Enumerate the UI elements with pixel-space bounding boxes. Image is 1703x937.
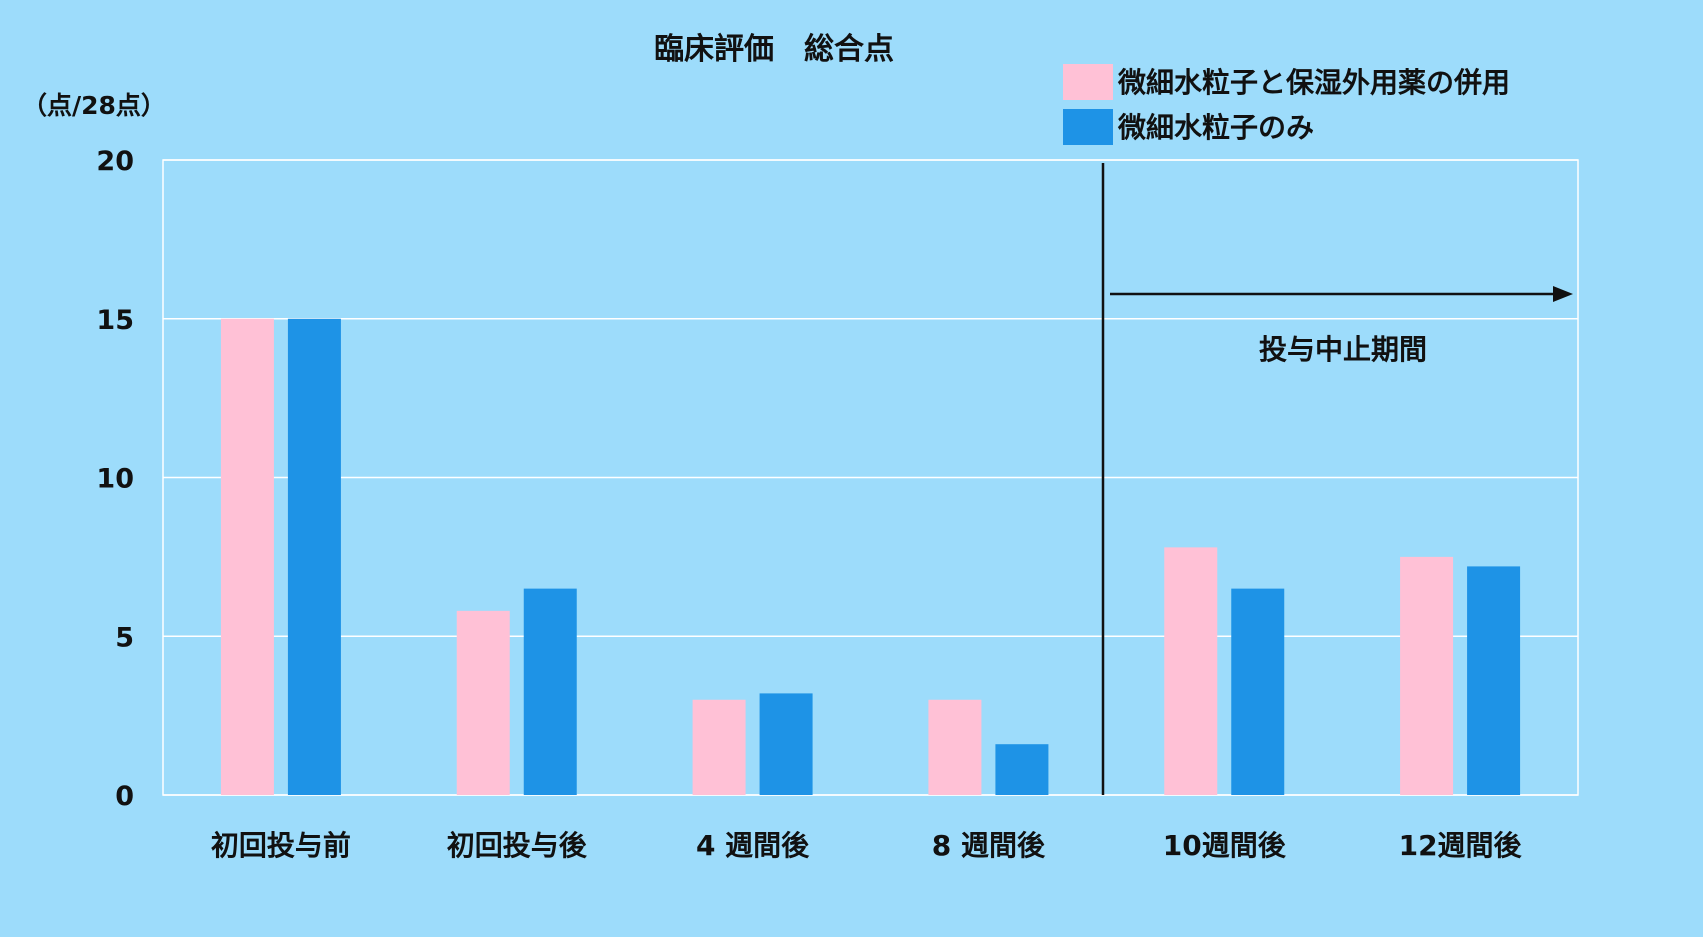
x-tick-labels: 初回投与前 初回投与後 4 週間後 8 週間後 10週間後 12週間後 [211,829,1523,862]
x-tick-label: 初回投与前 [211,829,351,862]
y-axis-label: （点/28点） [22,91,166,120]
bar-water-only-5 [1467,566,1521,795]
legend-label: 微細水粒子のみ [1117,111,1314,144]
bar-water-only-2 [759,693,813,795]
bar-combined-0 [220,318,274,795]
y-tick-label: 10 [96,464,134,495]
bar-water-only-3 [995,744,1049,795]
x-tick-label: 8 週間後 [932,829,1046,862]
x-tick-label: 10週間後 [1163,829,1287,862]
legend-swatch [1063,64,1113,100]
annotation: 投与中止期間 [1101,163,1573,795]
legend-swatch [1063,109,1113,145]
bar-combined-4 [1164,547,1218,795]
y-tick-label: 0 [115,781,134,812]
bar-combined-5 [1400,556,1454,795]
period-annotation-label: 投与中止期間 [1259,333,1427,366]
grid-lines [162,159,1579,796]
bars [220,318,1521,795]
bar-combined-3 [928,699,982,795]
y-tick-label: 5 [115,622,134,653]
bar-water-only-0 [287,318,341,795]
bar-water-only-1 [523,588,577,795]
bar-combined-1 [456,610,510,795]
legend-label: 微細水粒子と保湿外用薬の併用 [1117,66,1510,99]
x-tick-label: 初回投与後 [447,829,588,862]
y-tick-label: 20 [96,146,134,177]
x-tick-label: 12週間後 [1399,829,1523,862]
chart-title: 臨床評価 総合点 [654,32,894,67]
bar-water-only-4 [1231,588,1285,795]
period-arrow-icon [1553,286,1573,302]
bar-combined-2 [692,699,746,795]
y-tick-labels: 0 5 10 15 20 [96,146,134,812]
x-tick-label: 4 週間後 [696,829,810,862]
y-tick-label: 15 [96,305,134,336]
